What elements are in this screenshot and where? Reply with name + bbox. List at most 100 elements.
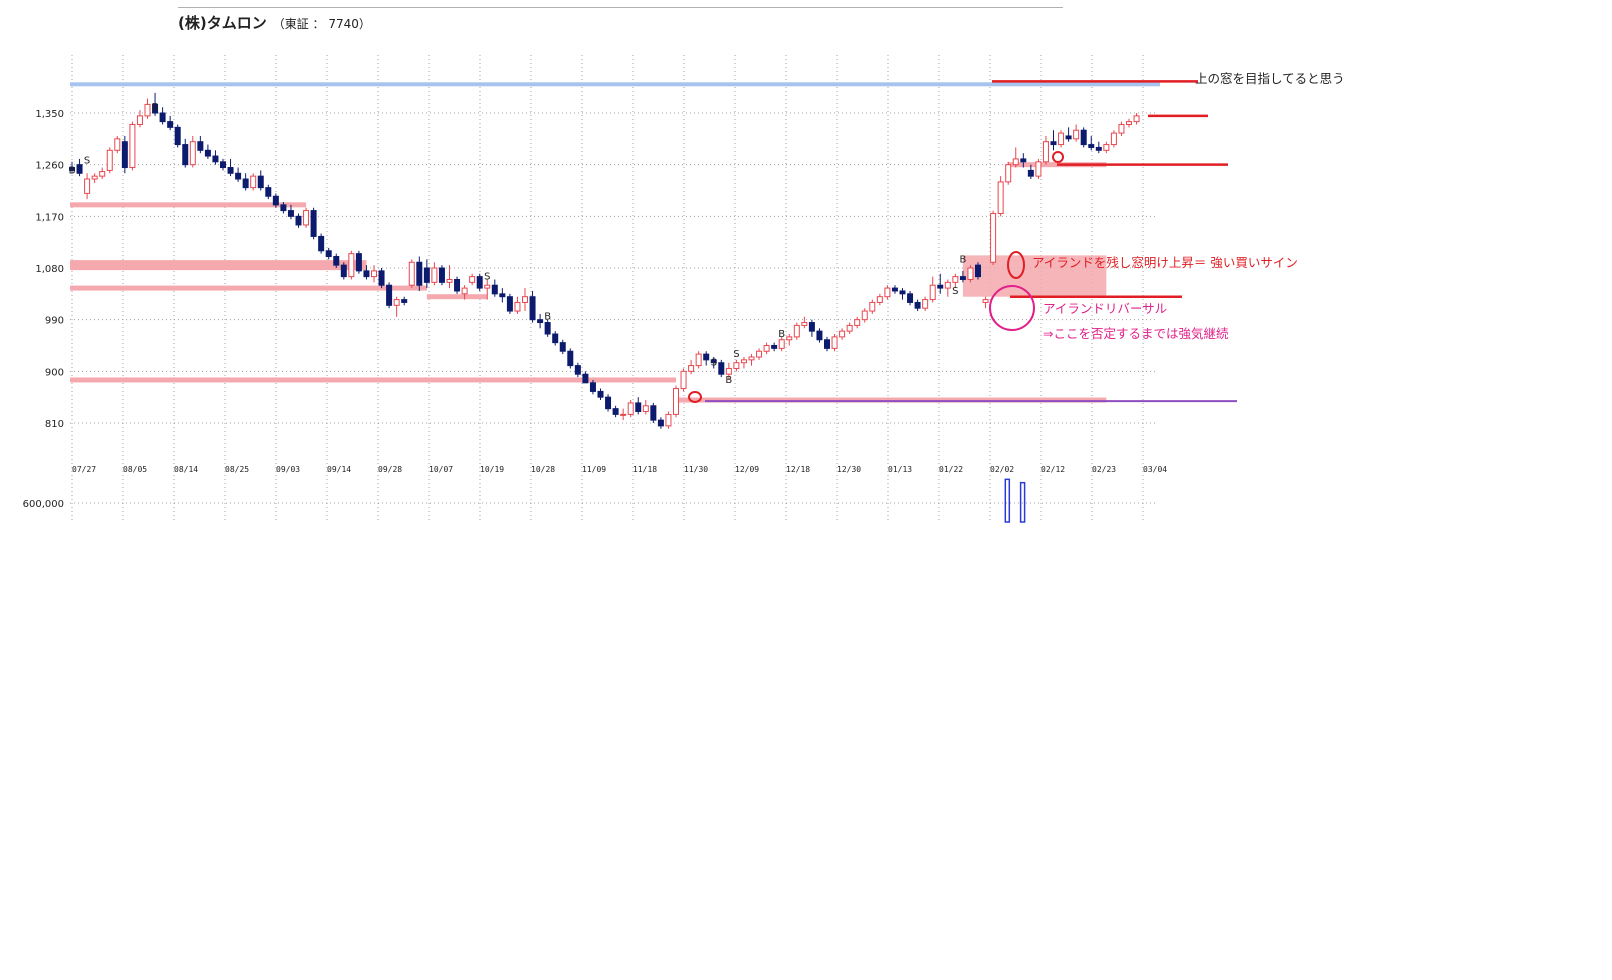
candle: [816, 328, 823, 343]
candle-body: [167, 121, 174, 128]
x-tick-label: 10/07: [429, 465, 453, 474]
candle: [673, 385, 679, 418]
x-tick-label: 09/14: [327, 465, 351, 474]
candle-body: [484, 284, 491, 289]
candle: [189, 135, 196, 168]
y-tick-label: 900: [45, 367, 64, 378]
x-tick-label: 12/30: [837, 465, 861, 474]
candle-body: [891, 287, 898, 292]
candle-body: [1050, 141, 1057, 146]
y-tick-label: 1,080: [35, 264, 64, 275]
candle: [597, 388, 604, 401]
candle-body: [491, 284, 498, 295]
candle: [899, 288, 906, 300]
candle-body: [76, 164, 83, 174]
title-rule: [178, 7, 1063, 8]
pink-band: [70, 285, 427, 291]
candle-body: [416, 261, 423, 286]
candle-body: [280, 204, 287, 212]
candle-body: [1118, 123, 1125, 134]
candle: [152, 92, 159, 116]
candle: [846, 322, 853, 335]
candle: [476, 273, 483, 291]
x-tick-label: 02/02: [990, 465, 1014, 474]
volume-tick-label: 600,000: [23, 499, 64, 510]
candle: [1110, 130, 1117, 148]
candle: [552, 331, 559, 346]
candle: [386, 282, 393, 309]
candle-body: [1035, 161, 1042, 177]
candle: [922, 296, 929, 312]
candle: [944, 279, 951, 297]
reversal-title: アイランドリバーサル: [1043, 301, 1168, 316]
x-tick-label: 08/05: [123, 465, 147, 474]
candle-body: [318, 235, 325, 252]
gap-circle: [1052, 151, 1064, 163]
candle: [363, 265, 370, 280]
candle: [1027, 164, 1034, 180]
candle: [605, 394, 612, 412]
candle: [839, 328, 846, 340]
candle: [333, 253, 340, 268]
candle: [303, 207, 310, 228]
candle-body: [688, 365, 695, 372]
candle-body: [371, 270, 377, 278]
x-tick-label: 08/25: [225, 465, 249, 474]
candle: [718, 359, 725, 378]
sell-mark: S: [484, 271, 490, 282]
candle: [272, 193, 279, 208]
candle: [257, 170, 264, 191]
candle-body: [204, 149, 211, 157]
candle: [416, 256, 423, 291]
candle: [340, 262, 347, 280]
candle: [371, 265, 377, 283]
candle: [680, 368, 687, 392]
candle-body: [725, 367, 732, 375]
candle-body: [242, 178, 249, 189]
candle-body: [959, 276, 966, 280]
candle: [1058, 130, 1065, 148]
candle-body: [522, 296, 528, 303]
candle: [854, 316, 861, 329]
candle-body: [627, 402, 634, 415]
candle-body: [756, 350, 763, 358]
pink-band: [676, 397, 1107, 403]
x-tick-label: 01/13: [888, 465, 912, 474]
candle-body: [529, 296, 536, 321]
candle-body: [967, 267, 974, 280]
candle: [1020, 153, 1027, 168]
candle: [786, 334, 793, 346]
candle-body: [378, 270, 385, 286]
candle-body: [1088, 144, 1095, 148]
candle: [589, 379, 596, 395]
candle: [869, 299, 876, 314]
candle-body: [106, 149, 113, 171]
candle-body: [212, 155, 219, 163]
candle-body: [816, 330, 823, 341]
candle: [280, 201, 287, 214]
candle-body: [929, 284, 936, 301]
candle: [91, 173, 98, 184]
candle-body: [1073, 129, 1080, 140]
candle: [620, 408, 627, 421]
candle: [529, 290, 536, 323]
candle: [287, 204, 294, 220]
candle-body: [786, 336, 793, 341]
candle: [174, 124, 181, 148]
candle-body: [295, 215, 302, 226]
candle: [876, 293, 883, 306]
candle-body: [121, 141, 128, 169]
buy-mark: B: [725, 375, 732, 386]
candle: [99, 167, 106, 180]
candle: [642, 400, 649, 415]
candle: [861, 308, 868, 323]
pink-band: [70, 202, 307, 208]
candle-body: [408, 261, 415, 286]
candle: [446, 265, 453, 289]
candle-body: [990, 212, 997, 263]
pink-band: [70, 377, 676, 383]
candle: [431, 262, 438, 286]
candle: [1126, 118, 1132, 128]
company-name: (株)タムロン: [178, 14, 267, 32]
x-tick-label: 12/09: [735, 465, 759, 474]
